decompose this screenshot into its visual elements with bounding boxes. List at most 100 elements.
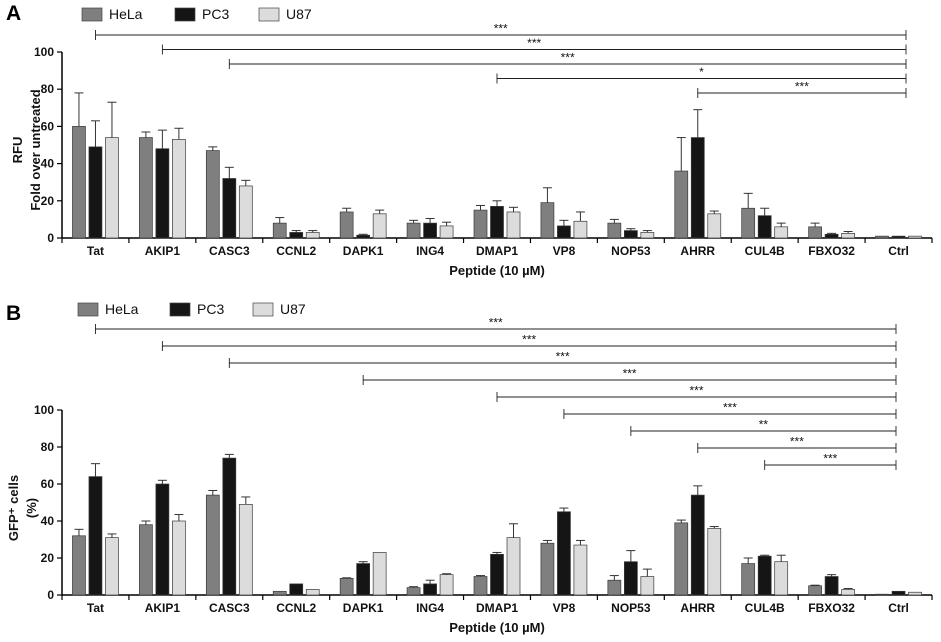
panel-b-legend-label: HeLa xyxy=(105,301,139,317)
panel-a-bar-pc3 xyxy=(289,232,304,239)
panel-a-category-label: DAPK1 xyxy=(343,244,384,258)
panel-a-y-axis-title: Fold over untreated xyxy=(28,89,43,210)
panel-a-category-label: VP8 xyxy=(553,244,576,258)
panel-b-bar-hela xyxy=(674,522,689,596)
panel-a-bar-hela xyxy=(339,211,354,239)
panel-b-bar-hela xyxy=(205,494,220,596)
panel-a-bar-hela xyxy=(808,226,822,239)
panel-b-category-label: NOP53 xyxy=(611,601,651,615)
panel-b-legend-label: U87 xyxy=(280,301,306,317)
panel-b-bar-pc3 xyxy=(623,561,638,596)
panel-a-category-label: Ctrl xyxy=(888,244,909,258)
panel-a-y-tick-label: 100 xyxy=(34,45,54,59)
panel-b-bar-hela xyxy=(875,593,889,596)
panel-a-bar-u87 xyxy=(707,213,722,239)
panel-a-category-label: NOP53 xyxy=(611,244,651,258)
panel-a-sig-label: *** xyxy=(561,51,575,65)
panel-b-bar-pc3 xyxy=(423,583,437,596)
panel-b-x-axis-title: Peptide (10 µM) xyxy=(449,620,545,635)
panel-b-bar-pc3 xyxy=(289,583,304,596)
panel-b-category-label: AKIP1 xyxy=(145,601,181,615)
panel-b-bar-u87 xyxy=(841,589,855,596)
panel-b-bar-hela xyxy=(540,542,555,596)
panel-a-legend-label: U87 xyxy=(286,6,312,22)
panel-a-y-tick-label: 60 xyxy=(41,119,55,133)
panel-a-bar-pc3 xyxy=(155,148,170,239)
panel-b-bar-u87 xyxy=(305,589,320,596)
panel-b-category-label: CCNL2 xyxy=(276,601,316,615)
panel-b-bar-pc3 xyxy=(824,576,839,596)
panel-a-x-axis-title: Peptide (10 µM) xyxy=(449,263,545,278)
panel-a-bar-hela xyxy=(406,222,421,239)
panel-b-bar-pc3 xyxy=(155,483,170,596)
panel-b-bar-hela xyxy=(339,577,354,596)
panel-a-bar-hela xyxy=(875,235,889,239)
panel-b-bar-pc3 xyxy=(690,494,705,596)
panel-a-category-label: Tat xyxy=(87,244,104,258)
panel-b-sig-label: *** xyxy=(823,452,837,466)
panel-b-category-label: VP8 xyxy=(553,601,576,615)
panel-b-bar-pc3 xyxy=(757,555,772,596)
panel-a-legend-swatch xyxy=(81,7,103,22)
panel-b-y-axis-title: (%) xyxy=(24,498,39,518)
panel-a-bar-hela xyxy=(540,202,555,239)
panel-a-bar-u87 xyxy=(172,139,186,239)
panel-a-bar-hela xyxy=(139,137,153,239)
panel-a-bar-u87 xyxy=(439,225,454,239)
panel-a-category-label: CASC3 xyxy=(209,244,250,258)
panel-a-category-label: ING4 xyxy=(416,244,444,258)
panel-b-sig-label: ** xyxy=(759,418,769,432)
panel-a-bar-pc3 xyxy=(490,206,504,239)
panel-a-bar-u87 xyxy=(238,185,253,239)
panel-a-category-label: DMAP1 xyxy=(476,244,518,258)
panel-a-bar-pc3 xyxy=(824,233,839,239)
panel-b-sig-label: *** xyxy=(623,367,637,381)
panel-b-bar-hela xyxy=(272,590,287,596)
panel-a-bar-pc3 xyxy=(757,215,772,239)
panel-b-legend-swatch xyxy=(252,302,274,317)
panel-b-bar-pc3 xyxy=(557,511,571,596)
panel-b-sig-label: *** xyxy=(556,350,570,364)
panel-a-bar-pc3 xyxy=(690,137,705,239)
panel-a-bar-u87 xyxy=(105,137,119,239)
panel-a-y-axis-title: RFU xyxy=(10,137,25,164)
panel-b-category-label: DMAP1 xyxy=(476,601,518,615)
panel-a-category-label: FBXO32 xyxy=(808,244,855,258)
panel-a-category-label: AKIP1 xyxy=(145,244,181,258)
panel-b-bar-u87 xyxy=(372,552,387,596)
panel-b-legend-swatch xyxy=(169,302,191,317)
panel-b-bar-u87 xyxy=(707,528,722,596)
panel-a-bar-u87 xyxy=(841,233,855,239)
panel-b-legend-label: PC3 xyxy=(197,301,224,317)
panel-a-bar-pc3 xyxy=(356,234,371,239)
panel-a-legend-swatch xyxy=(174,7,196,22)
panel-a-bar-pc3 xyxy=(557,225,571,239)
panel-a-legend-label: HeLa xyxy=(109,6,143,22)
panel-a-bar-hela xyxy=(72,126,86,239)
panel-b-sig-label: *** xyxy=(689,384,703,398)
panel-a-sig-label: *** xyxy=(527,36,541,50)
panel-b-bar-hela xyxy=(139,524,153,596)
panel-a-sig-label: * xyxy=(699,65,704,79)
panel-b-category-label: Tat xyxy=(87,601,104,615)
panel-b-bar-pc3 xyxy=(891,590,906,596)
panel-a-sig-label: *** xyxy=(795,80,809,94)
panel-a-bar-u87 xyxy=(774,226,789,239)
panel-b-bar-hela xyxy=(473,576,488,596)
panel-a-bar-hela xyxy=(741,207,756,239)
panel-a-y-tick-label: 20 xyxy=(41,194,55,208)
panel-a-bar-u87 xyxy=(908,235,922,239)
panel-b-bar-hela xyxy=(406,587,421,596)
panel-a-bar-hela xyxy=(473,209,488,239)
panel-a-bar-hela xyxy=(272,222,287,239)
panel-a-y-tick-label: 0 xyxy=(47,231,54,245)
panel-a-bar-hela xyxy=(674,170,689,239)
panel-b-bar-u87 xyxy=(238,504,253,596)
panel-a-legend-label: PC3 xyxy=(202,6,229,22)
panel-b-bar-u87 xyxy=(640,576,655,596)
panel-a-bar-u87 xyxy=(372,213,387,239)
panel-a-bar-hela xyxy=(607,222,622,239)
panel-b-category-label: AHRR xyxy=(680,601,715,615)
panel-b-bar-hela xyxy=(808,585,822,596)
panel-b-bar-u87 xyxy=(439,574,454,596)
